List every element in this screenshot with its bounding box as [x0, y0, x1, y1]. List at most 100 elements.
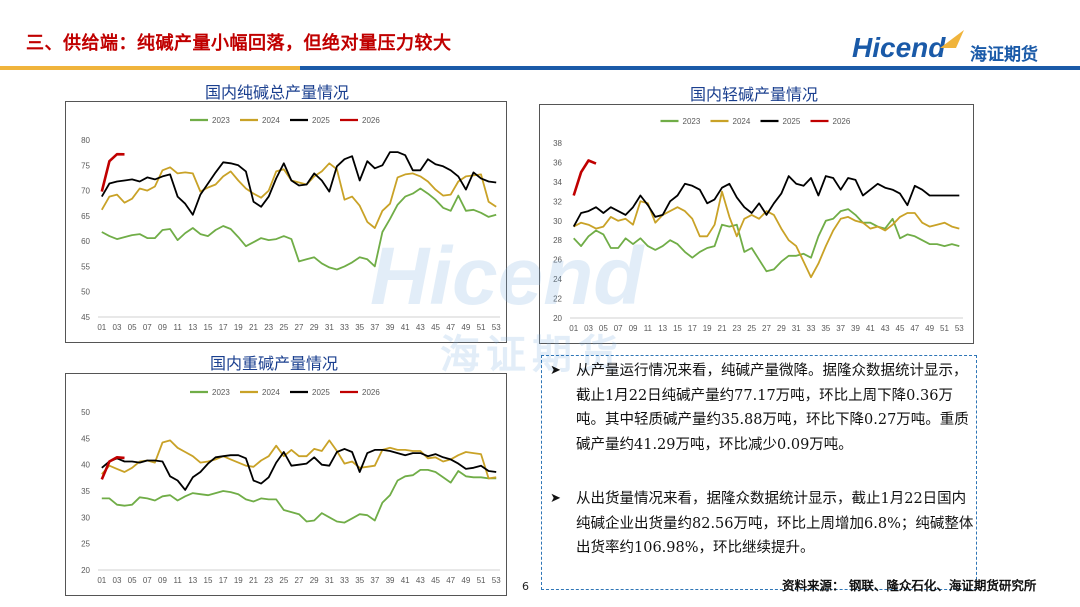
x-tick-label: 43: [881, 324, 890, 333]
x-tick-label: 17: [688, 324, 697, 333]
y-tick-label: 40: [81, 461, 90, 470]
x-tick-label: 33: [807, 324, 816, 333]
chart-light-soda-production: 20 22 24 26 28 30 32 34 36 38 01 03 05 07 09 11 13 15 17 19…: [539, 104, 974, 344]
y-tick-label: 55: [81, 262, 90, 271]
series-line-2024: [573, 190, 960, 279]
x-tick-label: 25: [279, 323, 288, 332]
logo-sail-icon: [940, 30, 964, 48]
x-tick-label: 19: [234, 576, 243, 585]
y-tick-label: 38: [553, 139, 562, 148]
x-tick-label: 25: [747, 324, 756, 333]
x-tick-label: 33: [340, 576, 349, 585]
y-tick-label: 80: [81, 136, 90, 145]
y-tick-label: 30: [553, 217, 562, 226]
x-tick-label: 39: [386, 323, 395, 332]
x-tick-label: 29: [310, 323, 319, 332]
y-tick-label: 30: [81, 513, 90, 522]
legend-label-2023: 2023: [212, 388, 230, 397]
paragraph-text: 从出货量情况来看，据隆众数据统计显示，截止1月22日国内纯碱企业出货量约82.5…: [576, 491, 974, 556]
x-tick-label: 31: [325, 323, 334, 332]
x-tick-label: 13: [658, 324, 667, 333]
y-tick-label: 24: [553, 275, 562, 284]
y-tick-label: 45: [81, 434, 90, 443]
x-tick-label: 37: [836, 324, 845, 333]
x-tick-label: 01: [97, 323, 106, 332]
x-tick-label: 21: [249, 576, 258, 585]
x-tick-label: 07: [143, 576, 152, 585]
x-tick-label: 01: [569, 324, 578, 333]
logo-wordmark: Hicend: [852, 32, 946, 63]
chart-heavy-soda-production: 20 25 30 35 40 45 50 01 03 05 07 09 11 13 15 17 19 21 23 25…: [65, 373, 507, 596]
legend-label-2025: 2025: [783, 117, 801, 126]
x-tick-label: 25: [279, 576, 288, 585]
x-tick-label: 47: [446, 576, 455, 585]
x-tick-label: 03: [113, 576, 122, 585]
data-source: 资料来源： 钢联、隆众石化、海证期货研究所: [782, 578, 1037, 593]
x-tick-label: 51: [477, 323, 486, 332]
x-tick-label: 45: [431, 576, 440, 585]
chart-title-light: 国内轻碱产量情况: [690, 85, 819, 104]
x-tick-label: 31: [792, 324, 801, 333]
x-tick-label: 41: [866, 324, 875, 333]
x-tick-label: 21: [718, 324, 727, 333]
x-tick-label: 51: [477, 576, 486, 585]
logo-chinese-name: 海证期货: [970, 45, 1038, 65]
x-tick-label: 09: [158, 323, 167, 332]
series-line-2023: [101, 187, 497, 271]
y-tick-label: 26: [553, 256, 562, 265]
page-number: 6: [522, 580, 529, 593]
legend-label-2026: 2026: [833, 117, 851, 126]
legend-label-2023: 2023: [212, 116, 230, 125]
chart-total-production: 45 50 55 60 65 70 75 80 01 03 05 07 09 11 13 15 17 19 21 23…: [65, 101, 507, 343]
x-tick-label: 11: [173, 576, 182, 585]
x-tick-label: 37: [370, 576, 379, 585]
series-line-2025: [101, 448, 497, 491]
y-tick-label: 35: [81, 487, 90, 496]
y-tick-label: 45: [81, 313, 90, 322]
page-title: 三、供给端：纯碱产量小幅回落，但绝对量压力较大: [26, 33, 452, 54]
legend-label-2023: 2023: [683, 117, 701, 126]
x-tick-label: 49: [461, 323, 470, 332]
x-tick-label: 27: [295, 576, 304, 585]
x-tick-label: 13: [188, 576, 197, 585]
legend-label-2024: 2024: [733, 117, 751, 126]
x-tick-label: 21: [249, 323, 258, 332]
x-tick-label: 13: [188, 323, 197, 332]
x-tick-label: 31: [325, 576, 334, 585]
legend-label-2026: 2026: [362, 116, 380, 125]
x-tick-label: 37: [370, 323, 379, 332]
x-tick-label: 41: [401, 576, 410, 585]
series-line-2024: [101, 439, 497, 480]
x-tick-label: 15: [204, 576, 213, 585]
x-tick-label: 47: [910, 324, 919, 333]
legend-label-2025: 2025: [312, 388, 330, 397]
series-line-2026: [100, 152, 125, 192]
x-tick-label: 51: [940, 324, 949, 333]
chart-title-heavy: 国内重碱产量情况: [210, 354, 339, 373]
commentary-paragraph-2: ➤ 从出货量情况来看，据隆众数据统计显示，截止1月22日国内纯碱企业出货量约82…: [550, 487, 980, 561]
x-tick-label: 15: [673, 324, 682, 333]
legend-label-2025: 2025: [312, 116, 330, 125]
commentary-box: ➤ 从产量运行情况来看，纯碱产量微降。据隆众数据统计显示，截止1月22日纯碱产量…: [541, 355, 977, 590]
x-tick-label: 41: [401, 323, 410, 332]
x-tick-label: 43: [416, 576, 425, 585]
series-line-2026: [572, 159, 597, 196]
series-line-2025: [101, 151, 497, 216]
series-line-2025: [572, 175, 960, 228]
y-tick-label: 75: [81, 161, 90, 170]
x-tick-label: 49: [461, 576, 470, 585]
x-tick-label: 03: [113, 323, 122, 332]
x-tick-label: 47: [446, 323, 455, 332]
x-tick-label: 27: [295, 323, 304, 332]
x-tick-label: 43: [416, 323, 425, 332]
y-tick-label: 65: [81, 212, 90, 221]
legend-label-2024: 2024: [262, 116, 280, 125]
arrow-bullet-icon: ➤: [550, 363, 561, 378]
y-tick-label: 36: [553, 158, 562, 167]
y-tick-label: 34: [553, 178, 562, 187]
x-tick-label: 09: [629, 324, 638, 333]
chart-svg: 20 22 24 26 28 30 32 34 36 38 01 03 05 07 09 11 13 15 17 19…: [553, 117, 964, 333]
x-tick-label: 49: [925, 324, 934, 333]
y-tick-label: 22: [553, 295, 562, 304]
